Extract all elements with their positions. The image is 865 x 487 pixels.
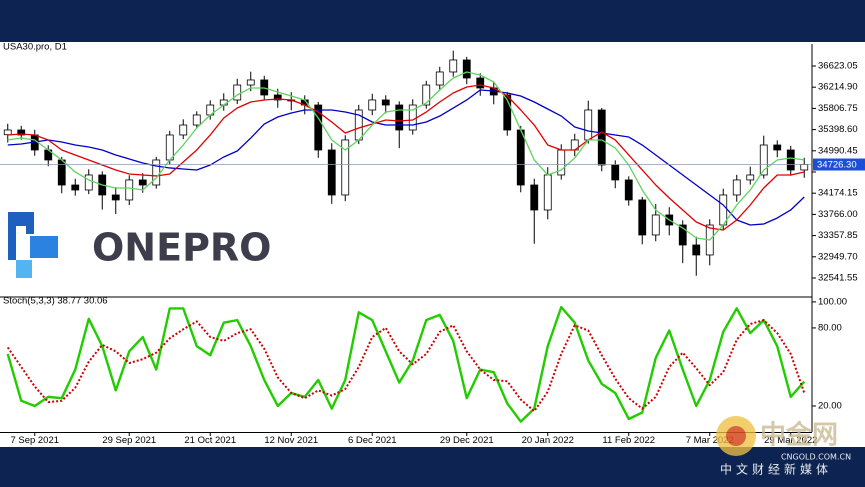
x-tick-label: 11 Feb 2022 xyxy=(602,435,655,446)
y-tick-label: 33357.85 xyxy=(818,230,858,241)
plot: 36623.05 36214.90 35806.75 35398.60 34990.45… xyxy=(0,42,865,446)
watermark-name: 中金网 xyxy=(760,420,838,451)
y-tick-label: 35806.75 xyxy=(818,103,858,114)
watermark-icon xyxy=(726,426,746,446)
price-label: 34726.30 xyxy=(817,160,857,171)
candle-body xyxy=(71,184,80,191)
candle-body xyxy=(530,184,539,211)
candle-body xyxy=(84,174,93,191)
candle-body xyxy=(773,144,782,151)
watermark-site: CNGOLD.COM.CN xyxy=(781,453,851,462)
candle-body xyxy=(597,109,606,166)
y-tick-label: 33766.00 xyxy=(818,209,858,220)
candle-body xyxy=(192,114,201,126)
watermark: 中金网 CNGOLD.COM.CN 中文财经新媒体 xyxy=(716,416,851,477)
logo-shape xyxy=(8,212,34,260)
y-tick-label: 100.00 xyxy=(818,296,847,307)
x-tick-label: 6 Dec 2021 xyxy=(348,435,397,446)
candle-body xyxy=(462,59,471,79)
x-tick-label: 12 Nov 2021 xyxy=(264,435,318,446)
candle-body xyxy=(611,164,620,181)
x-tick-label: 7 Mar 2022 xyxy=(686,435,734,446)
x-tick-label: 7 Sep 2021 xyxy=(10,435,59,446)
candle-body xyxy=(759,144,768,176)
y-tick-label: 80.00 xyxy=(818,322,842,333)
candle-body xyxy=(57,159,66,186)
candle-body xyxy=(273,94,282,101)
panel-title: Stoch(5,3,3) 38.77 30.06 xyxy=(3,296,108,307)
indicator-line xyxy=(7,89,805,226)
candle-body xyxy=(17,129,26,136)
logo-shape xyxy=(26,232,58,258)
candle-body xyxy=(381,99,390,106)
candle-body xyxy=(138,179,147,186)
indicator-line xyxy=(6,305,806,423)
x-tick-label: 29 Sep 2021 xyxy=(102,435,156,446)
indicator-line xyxy=(7,71,805,241)
bottom-band xyxy=(0,447,865,487)
candle-body xyxy=(624,179,633,201)
candle-body xyxy=(422,84,431,106)
logo-text: ONEPRO xyxy=(92,226,271,270)
candle-body xyxy=(800,164,809,171)
top-band xyxy=(0,0,865,42)
candle-body xyxy=(327,149,336,196)
candle-body xyxy=(111,194,120,201)
candle-body xyxy=(449,59,458,73)
x-tick-label: 29 Mar 2022 xyxy=(764,435,817,446)
x-tick-label: 29 Dec 2021 xyxy=(440,435,494,446)
indicator-line xyxy=(7,84,805,231)
candle-body xyxy=(651,214,660,236)
candle-body xyxy=(692,244,701,256)
signal-line xyxy=(6,319,806,413)
candle-body xyxy=(152,159,161,186)
candle-body xyxy=(543,174,552,211)
candle-body xyxy=(503,94,512,131)
onepro-logo: ONEPRO xyxy=(6,212,271,278)
candle-body xyxy=(395,104,404,131)
candle-body xyxy=(746,174,755,181)
candle-body xyxy=(341,139,350,196)
candle-body xyxy=(165,134,174,161)
chart-area xyxy=(0,42,865,447)
x-tick-label: 20 Jan 2022 xyxy=(522,435,574,446)
y-tick-label: 32541.55 xyxy=(818,273,858,284)
candle-body xyxy=(476,77,485,89)
candle-body xyxy=(368,99,377,111)
candle-body xyxy=(678,224,687,246)
candle-body xyxy=(246,79,255,86)
candle-body xyxy=(125,179,134,201)
y-tick-label: 35398.60 xyxy=(818,124,858,135)
y-tick-label: 34174.15 xyxy=(818,188,858,199)
candle-body xyxy=(3,129,12,136)
watermark-tagline: 中文财经新媒体 xyxy=(720,462,832,477)
candle-body xyxy=(638,199,647,236)
panel-title: USA30.pro, D1 xyxy=(3,42,67,53)
y-tick-label: 20.00 xyxy=(818,400,842,411)
y-tick-label: 34990.45 xyxy=(818,145,858,156)
logo-shape xyxy=(16,260,32,278)
y-tick-label: 36214.90 xyxy=(818,82,858,93)
candle-body xyxy=(786,149,795,171)
x-tick-label: 21 Oct 2021 xyxy=(184,435,236,446)
y-tick-label: 36623.05 xyxy=(818,61,858,72)
candle-body xyxy=(233,84,242,101)
price-label-box xyxy=(813,158,865,171)
candle-body xyxy=(732,179,741,196)
candle-body xyxy=(179,124,188,136)
candle-body xyxy=(516,129,525,186)
candle-body xyxy=(584,109,593,141)
y-tick-label: 32949.70 xyxy=(818,251,858,262)
candle-body xyxy=(435,71,444,86)
candle-body xyxy=(314,104,323,151)
